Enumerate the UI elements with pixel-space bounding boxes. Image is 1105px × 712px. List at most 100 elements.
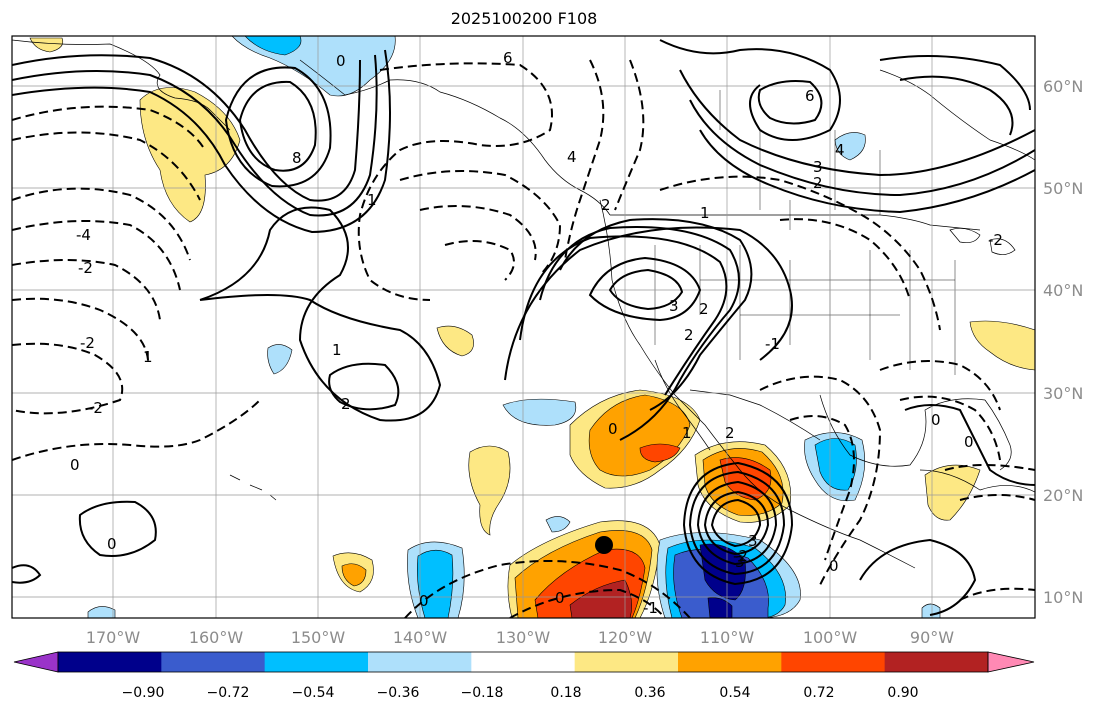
colorbar-label: 0.90 — [887, 685, 918, 701]
shade-navy-south — [699, 543, 746, 601]
shade-yellow-bering — [139, 87, 241, 223]
contour-solid-west-us-2 — [539, 225, 740, 441]
contour-solid-high-1 — [328, 362, 400, 411]
colorbar-segment — [161, 652, 266, 672]
contour-solid-jet-1 — [12, 54, 361, 202]
contour-dashed-west-3 — [12, 259, 161, 321]
shaded-field — [29, 36, 1035, 618]
coast-hudson — [879, 69, 1035, 161]
colorbar-label: −0.54 — [292, 685, 335, 701]
colorbar-label: −0.36 — [377, 685, 420, 701]
map-plot-area: 6 0 4 2 8 6 3 2 4 -4 -2 -2 1 1 2 -2 0 0 … — [12, 36, 1035, 618]
contour-labels: 6 0 4 2 8 6 3 2 4 -4 -2 -2 1 1 2 -2 0 0 … — [70, 49, 1003, 617]
contour-solid-nw-high-1 — [659, 39, 841, 141]
contour-label: 3 — [669, 297, 679, 315]
contour-label: -2 — [988, 231, 1003, 249]
lon-label-170w: 170°W — [86, 628, 141, 647]
contour-label: 2 — [601, 196, 611, 214]
colorbar-segment — [471, 652, 576, 672]
contour-dashed-mexico-2 — [789, 415, 855, 561]
contour-label: 1 — [332, 341, 342, 359]
border-us-mexico — [689, 389, 821, 441]
shade-yellow-great-lakes — [969, 320, 1035, 371]
colorbar-label: 0.54 — [719, 685, 750, 701]
contour-dashed-gulf-alaska-1 — [357, 62, 553, 301]
contour-label: 1 — [700, 204, 710, 222]
contour-dashed-bering-2 — [12, 131, 201, 201]
shade-yellow-top-left — [29, 37, 64, 53]
contour-label: 2 — [341, 395, 351, 413]
coast-baja — [654, 359, 711, 451]
lat-label-20n: 20°N — [1043, 486, 1083, 505]
coast-siberia — [12, 39, 231, 131]
contour-dashed-canada-1 — [659, 175, 941, 331]
shade-yellow-pacific-1 — [436, 325, 474, 357]
contour-label: -2 — [78, 259, 93, 277]
lat-label-60n: 60°N — [1043, 77, 1083, 96]
lon-label-160w: 160°W — [189, 628, 244, 647]
contour-label: 2 — [725, 424, 735, 442]
contour-label: 0 — [555, 589, 565, 607]
colorbar — [13, 651, 1035, 673]
contours-dashed — [12, 59, 1035, 618]
contour-label: 1 — [682, 424, 692, 442]
colorbar-label: −0.90 — [122, 685, 165, 701]
contour-dashed-west-5 — [12, 342, 124, 415]
longitude-labels: 170°W 160°W 150°W 140°W 130°W 120°W 110°… — [86, 628, 954, 647]
contour-label: 2 — [699, 300, 709, 318]
contour-dashed-se-1 — [959, 587, 1035, 601]
contour-label: -2 — [80, 334, 95, 352]
shade-blue-pacific-1 — [267, 344, 293, 375]
contour-label: -1 — [643, 599, 658, 617]
contour-label: -2 — [88, 399, 103, 417]
contour-label: 0 — [336, 52, 346, 70]
contour-solid-cyclone-2 — [696, 480, 778, 566]
colorbar-segment — [781, 652, 886, 672]
contour-solid-cyclone-1 — [703, 490, 770, 556]
contour-label: 3 — [735, 553, 745, 571]
contour-label: 3 — [748, 532, 758, 550]
contour-solid-nw-high-2 — [679, 69, 1035, 177]
contour-label: 0 — [964, 433, 974, 451]
shade-orange-pacific-3 — [341, 563, 367, 587]
contour-solid-west-us-1 — [559, 218, 753, 411]
colorbar-extend-high — [987, 651, 1035, 673]
colorbar-label: −0.18 — [461, 685, 504, 701]
map-title: 2025100200 F108 — [450, 9, 598, 28]
contour-label: 6 — [503, 49, 513, 67]
contour-dashed-east-2 — [959, 494, 1035, 501]
lon-label-120w: 120°W — [598, 628, 653, 647]
contour-dashed-gulf-2 — [899, 395, 1001, 461]
contour-dashed-west-2 — [12, 220, 181, 291]
colorbar-frame — [57, 651, 989, 673]
shade-red-baja — [639, 443, 681, 463]
contour-solid-se-1 — [904, 404, 1035, 486]
shade-yellow-pacific-2 — [468, 445, 511, 536]
contour-solid-jet-3 — [12, 49, 391, 234]
colorbar-extend-low — [13, 651, 59, 673]
contour-dashed-mexico-1 — [759, 375, 882, 586]
map-frame — [11, 35, 1036, 619]
colorbar-segment — [574, 652, 679, 672]
contour-label: -2 — [733, 547, 748, 565]
contour-solid-west-us-5 — [608, 268, 684, 311]
contour-solid-low-2 — [224, 66, 332, 188]
lat-label-30n: 30°N — [1043, 384, 1083, 403]
lat-label-40n: 40°N — [1043, 281, 1083, 300]
colorbar-segment — [58, 652, 162, 672]
contour-solid-nw-high-3 — [689, 99, 1035, 197]
contour-solid-west-us-4 — [588, 256, 702, 322]
shade-navy-south-2 — [707, 597, 733, 618]
contour-label: 6 — [805, 87, 815, 105]
shade-blue-bottom-left — [87, 606, 116, 618]
lon-label-100w: 100°W — [803, 628, 858, 647]
lon-label-90w: 90°W — [910, 628, 954, 647]
contour-dashed-pac-nw-2 — [614, 59, 645, 211]
colorbar-segment — [884, 652, 989, 672]
contour-label: 3 — [813, 158, 823, 176]
contour-dashed-canada-2 — [779, 218, 911, 301]
lon-label-150w: 150°W — [291, 628, 346, 647]
contour-dashed-west-4 — [12, 297, 149, 361]
contour-solid-cyclone-5 — [682, 461, 794, 586]
